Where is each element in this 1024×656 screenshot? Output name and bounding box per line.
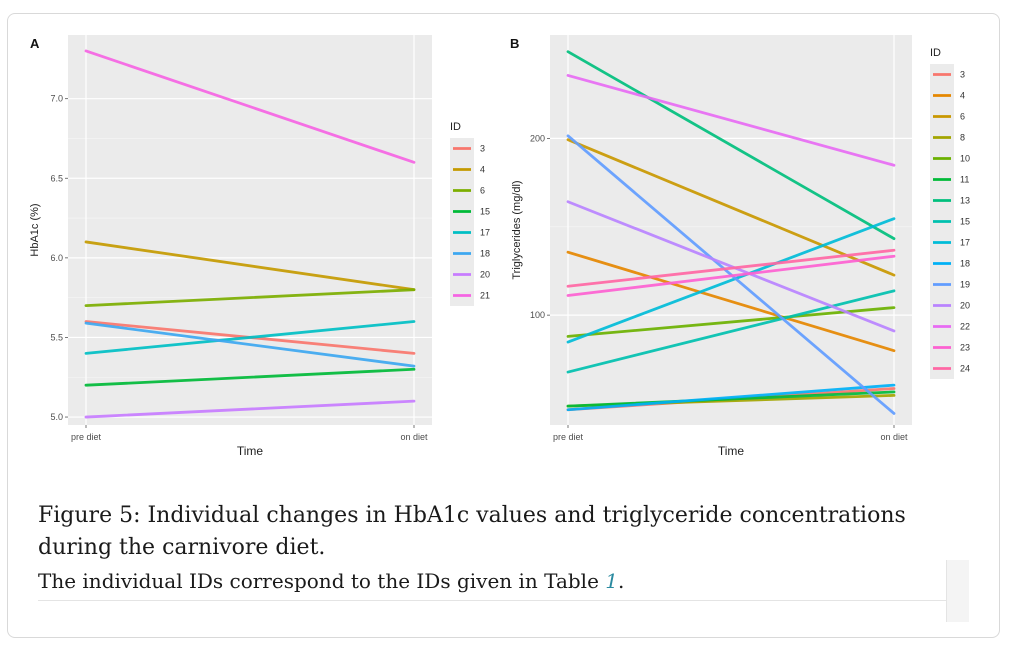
series-line-6 — [84, 288, 416, 308]
y-tick-label: 5.5 — [50, 332, 63, 342]
series-line-17 — [84, 320, 416, 355]
y-tick-label: 100 — [530, 310, 545, 320]
x-tick-label: pre diet — [553, 432, 584, 442]
legend-label-11: 11 — [960, 175, 969, 185]
y-tick-label: 200 — [530, 133, 545, 143]
legend-label-6: 6 — [960, 112, 965, 122]
plot-background — [68, 35, 432, 425]
series-line-4 — [84, 240, 416, 292]
legend-label-3: 3 — [960, 70, 965, 80]
caption-text-start: The individual IDs correspond to the IDs… — [38, 569, 606, 593]
figure-image: 5.0 5.5 6.0 6.5 7.0 pre diet on diet Time HbA1c … — [29, 35, 970, 458]
y-tick-label: 6.5 — [50, 173, 63, 183]
legend-label-22: 22 — [960, 322, 970, 332]
legend-label-3: 3 — [480, 144, 485, 154]
y-tick-label: 6.0 — [50, 253, 63, 263]
legend-label-10: 10 — [960, 154, 970, 164]
series-line-24 — [566, 248, 896, 288]
legend-label-18: 18 — [960, 259, 970, 269]
series-line-10 — [566, 306, 896, 338]
y-axis-title: HbA1c (%) — [29, 203, 41, 256]
panel-label: A — [30, 36, 40, 51]
series-line-15 — [566, 289, 896, 374]
legend-key-background — [450, 138, 474, 306]
series-line-18 — [84, 321, 416, 368]
legend-label-19: 19 — [960, 280, 970, 290]
series-line-23 — [566, 254, 896, 297]
series-line-20 — [84, 399, 416, 419]
panel-a-chart: 5.0 5.5 6.0 6.5 7.0 pre diet on diet Time HbA1c … — [29, 35, 490, 458]
x-tick-label: pre diet — [71, 432, 102, 442]
legend-label-20: 20 — [480, 270, 490, 280]
y-axis-title: Triglycerides (mg/dl) — [511, 180, 523, 279]
series-line-17 — [566, 217, 896, 344]
caption-side-rule — [946, 560, 969, 622]
legend-label-15: 15 — [960, 217, 970, 227]
legend-title: ID — [450, 121, 461, 133]
legend-label-4: 4 — [960, 91, 965, 101]
figure-caption-text: The individual IDs correspond to the IDs… — [38, 567, 938, 595]
legend-label-23: 23 — [960, 343, 970, 353]
plot-background — [550, 35, 912, 425]
y-tick-label: 7.0 — [50, 94, 63, 104]
legend-label-4: 4 — [480, 165, 485, 175]
x-tick-label: on diet — [880, 432, 908, 442]
series-line-20 — [566, 200, 896, 333]
figure-caption-title: Figure 5: Individual changes in HbA1c va… — [38, 503, 906, 560]
series-line-11 — [566, 390, 896, 408]
x-axis-title: Time — [237, 444, 264, 458]
legend-label-20: 20 — [960, 301, 970, 311]
caption-text-end: . — [618, 569, 625, 593]
legend-label-21: 21 — [480, 291, 490, 301]
legend-label-8: 8 — [960, 133, 965, 143]
legend-label-15: 15 — [480, 207, 490, 217]
legend-label-17: 17 — [480, 228, 490, 238]
series-line-18 — [566, 383, 896, 412]
series-line-13 — [566, 50, 896, 241]
legend-label-24: 24 — [960, 364, 970, 374]
series-line-22 — [566, 74, 896, 167]
legend-label-18: 18 — [480, 249, 490, 259]
y-tick-label: 5.0 — [50, 412, 63, 422]
legend-label-13: 13 — [960, 196, 970, 206]
series-line-6 — [566, 138, 896, 277]
panel-label: B — [510, 36, 519, 51]
panel-b-chart: 100 200 pre diet on diet Time Triglycerides (… — [510, 35, 970, 458]
series-line-4 — [566, 250, 896, 353]
series-line-21 — [84, 49, 416, 164]
table-reference-link[interactable]: 1 — [605, 569, 618, 593]
legend-label-6: 6 — [480, 186, 485, 196]
series-line-15 — [84, 367, 416, 387]
legend-title: ID — [930, 47, 941, 59]
legend-label-17: 17 — [960, 238, 970, 248]
x-axis-title: Time — [718, 444, 745, 458]
x-tick-label: on diet — [400, 432, 428, 442]
caption-divider — [38, 600, 968, 623]
